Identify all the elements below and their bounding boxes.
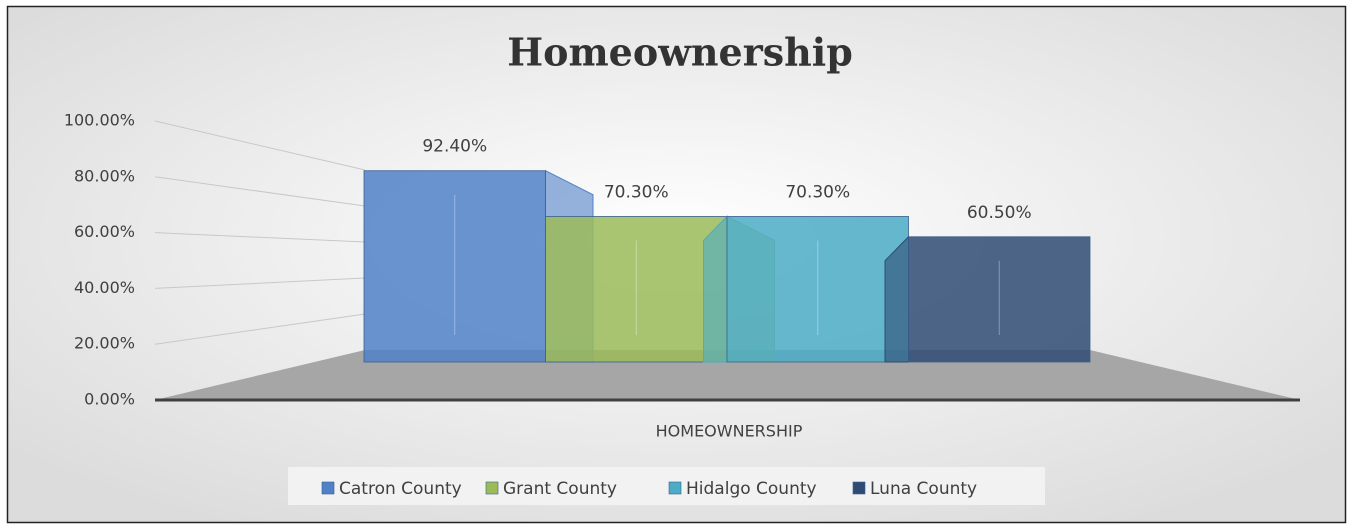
legend-swatch — [321, 481, 335, 495]
x-tick-label: HOMEOWNERSHIP — [656, 422, 803, 441]
y-tick-label: 100.00% — [64, 111, 135, 130]
grid-line — [154, 120, 366, 171]
data-label: 92.40% — [422, 137, 487, 157]
chart-title: Homeownership — [507, 30, 853, 75]
legend-label: Hidalgo County — [686, 479, 817, 499]
bar — [726, 216, 909, 363]
grid-line — [154, 232, 366, 243]
y-tick-label: 0.00% — [84, 390, 135, 409]
bar-side — [703, 215, 728, 363]
grid-line — [154, 176, 366, 207]
legend-swatch — [668, 481, 682, 495]
data-label: 70.30% — [785, 182, 850, 202]
grid-line — [154, 277, 366, 289]
legend-swatch — [485, 481, 499, 495]
data-label: 70.30% — [604, 182, 669, 202]
legend-label: Catron County — [339, 479, 462, 499]
legend-label: Luna County — [870, 479, 977, 499]
y-tick-label: 20.00% — [74, 334, 135, 353]
bar — [908, 236, 1091, 363]
bar — [363, 170, 546, 363]
legend-swatch — [852, 481, 866, 495]
grid-line — [154, 313, 366, 345]
floor — [155, 350, 1300, 400]
legend — [288, 467, 1045, 505]
y-tick-label: 40.00% — [74, 278, 135, 297]
bar — [545, 216, 728, 363]
y-tick-label: 80.00% — [74, 166, 135, 185]
legend-label: Grant County — [503, 479, 617, 499]
y-tick-label: 60.00% — [74, 222, 135, 241]
data-label: 60.50% — [967, 203, 1032, 223]
